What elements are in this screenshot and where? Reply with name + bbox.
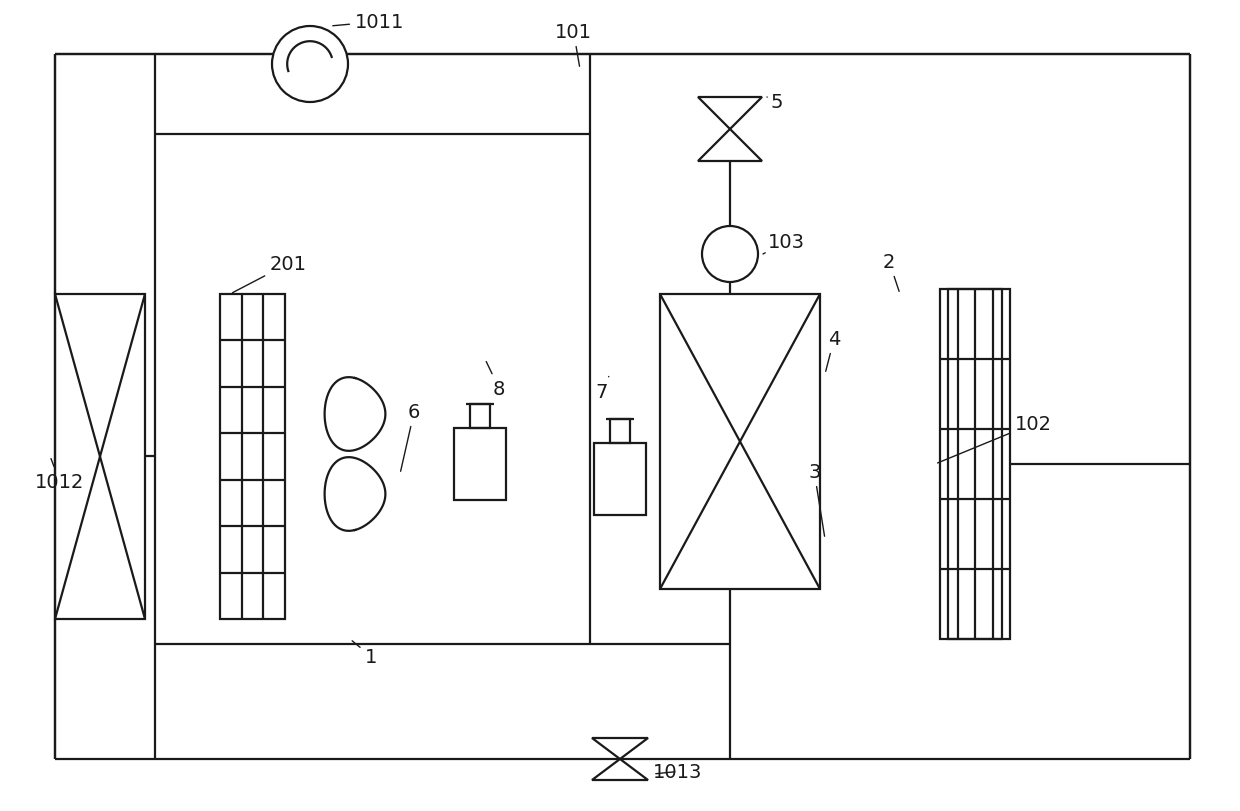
Polygon shape: [591, 759, 649, 780]
Text: 1011: 1011: [332, 13, 404, 32]
Text: 1: 1: [352, 641, 377, 666]
Polygon shape: [591, 738, 649, 759]
Circle shape: [702, 227, 758, 283]
Text: 103: 103: [763, 233, 805, 255]
Text: 7: 7: [595, 377, 609, 401]
Bar: [940, 290, 1011, 639]
Text: 4: 4: [826, 329, 841, 372]
Text: 2: 2: [883, 253, 899, 292]
Bar: [454, 428, 506, 500]
Bar: [219, 294, 285, 620]
Polygon shape: [698, 130, 763, 162]
Text: 6: 6: [401, 402, 420, 472]
Circle shape: [272, 27, 348, 103]
Text: 101: 101: [556, 23, 591, 67]
Bar: [949, 290, 1002, 639]
Text: 1012: 1012: [35, 459, 84, 491]
Bar: [55, 294, 145, 620]
Text: 3: 3: [808, 462, 825, 537]
Text: 1013: 1013: [653, 762, 702, 781]
Text: 5: 5: [768, 93, 782, 112]
Text: 201: 201: [232, 255, 308, 294]
Text: 8: 8: [486, 362, 506, 398]
Polygon shape: [698, 98, 763, 130]
Bar: [470, 405, 490, 428]
Bar: [594, 444, 646, 515]
Bar: [610, 419, 630, 444]
Bar: [660, 294, 820, 590]
Text: 102: 102: [937, 414, 1052, 463]
